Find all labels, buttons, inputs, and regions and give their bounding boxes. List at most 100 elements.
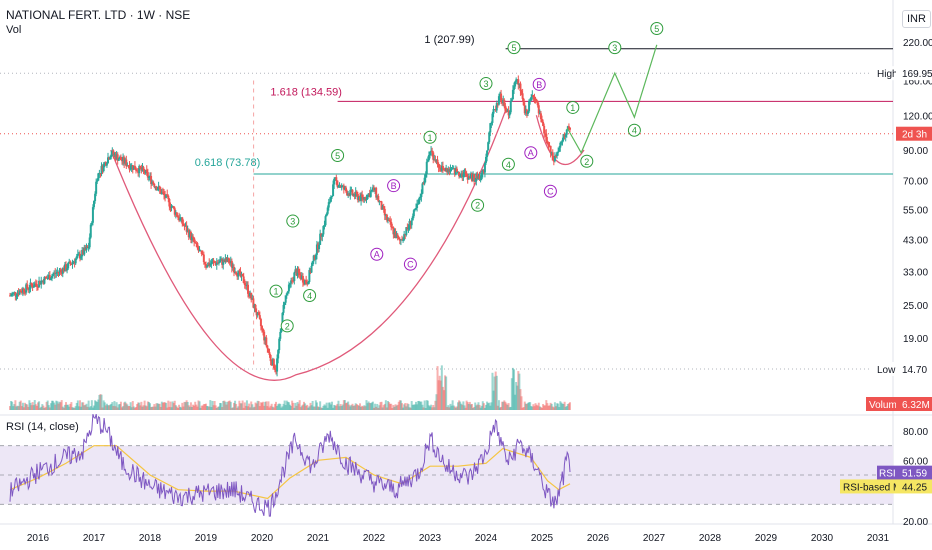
candle-body [25,284,28,293]
volume-bar [165,402,168,410]
volume-bar [59,402,62,410]
volume-bar [15,406,18,410]
candle-body [220,259,223,261]
wave-marker [507,41,521,55]
volume-bar [173,400,176,410]
price-tick-label: 43.00 [903,235,928,246]
volume-bar [445,376,448,410]
volume-bar [159,407,162,410]
volume-bar [229,401,232,410]
candle-body [221,259,224,265]
volume-bar [454,407,457,410]
candle-body [173,208,176,215]
candle-body [207,262,210,267]
candle-body [306,283,309,285]
volume-bar [268,407,271,410]
candle-body [191,236,193,240]
candle-body [137,170,140,174]
volume-bar [317,406,319,410]
candle-body [347,193,350,196]
candle-body [208,262,211,266]
volume-bar [450,405,453,410]
candle-body [27,288,30,290]
volume-bar [295,405,298,410]
price-tick-label: 220.00 [903,38,932,49]
wave-marker [566,100,580,114]
candle-body [399,239,402,241]
volume-bar [96,401,99,410]
candle-body [282,304,285,313]
candle-body [315,244,318,255]
price-tick-label: 33.00 [903,267,928,278]
volume-bar [427,405,430,410]
volume-bar [168,406,171,410]
candle-body [380,201,383,210]
volume-bar [88,407,91,410]
candle-body [37,286,39,288]
candle-body [114,154,117,160]
candle-body [277,350,280,359]
volume-bar [113,401,116,410]
currency-button[interactable]: INR [902,10,931,28]
volume-bar [242,407,245,410]
volume-bar [439,380,442,410]
candle-body [406,227,409,230]
candle-body [307,281,310,285]
volume-bar [379,402,382,410]
candle-body [98,173,101,175]
candle-body [143,170,146,174]
candle-body [272,359,275,369]
volume-bar [431,407,434,410]
volume-bar [198,401,201,410]
volume-bar [111,402,114,410]
candle-body [248,293,251,297]
candle-body [564,134,567,137]
candle-body [86,246,89,248]
volume-bar [265,401,268,410]
symbol-title[interactable]: NATIONAL FERT. LTD · 1W · NSE [6,8,191,22]
volume-bar [93,405,95,410]
volume-bar [506,404,509,410]
volume-bar [29,402,32,410]
candle-body [480,172,483,180]
volume-bar [129,402,132,410]
rsi-title[interactable]: RSI (14, close) [6,421,79,433]
wave-marker [543,184,557,198]
candle-body [88,237,91,248]
time-tick-label: 2018 [139,533,162,544]
volume-bar [199,407,202,410]
candle-body [531,94,534,98]
candle-body [322,226,325,235]
candle-body [310,265,313,273]
volume-bar [80,406,83,410]
candle-body [365,199,368,201]
countdown-tag: 2d 3h [902,130,927,141]
volume-bar [319,401,322,410]
volume-bar [44,407,47,410]
candle-body [462,173,465,177]
volume-bar [163,402,165,410]
volume-bar [212,405,215,410]
wave-label: B [391,181,397,191]
candle-body [505,110,508,112]
volume-bar [26,404,29,410]
volume-bar [345,403,347,410]
high-label-bg [872,66,896,81]
wave-marker [650,22,664,36]
candle-body [313,255,316,260]
volume-bar [103,402,106,410]
candle-body [340,185,343,188]
candle-body [353,194,356,197]
wave-label: 3 [612,43,617,53]
volume-bar [565,406,568,410]
volume-bar [519,389,522,410]
volume-bar [377,407,380,410]
volume-bar [121,407,123,410]
candle-body [412,210,415,217]
volume-bar [39,407,42,410]
volume-bar [244,405,247,410]
volume-bar [56,401,59,410]
volume-bar [308,406,311,410]
volume-bar [523,401,526,410]
